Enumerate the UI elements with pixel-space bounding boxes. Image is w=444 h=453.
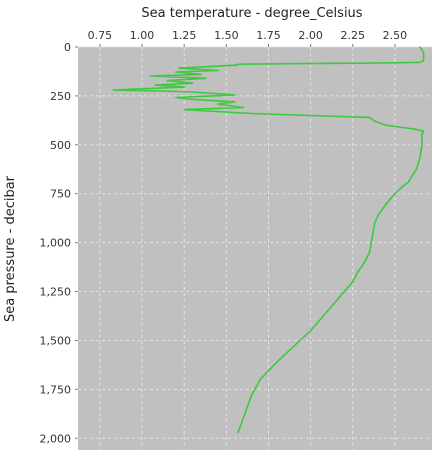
y-axis-ticks: 0 250 500 750 1,000 1,250 1,500 1,750 2,000 — [40, 41, 78, 445]
data-point — [233, 94, 236, 96]
data-point — [149, 75, 152, 77]
data-point — [205, 77, 207, 80]
y-tick-label: 1,750 — [40, 383, 72, 396]
y-tick-label: 250 — [50, 90, 71, 103]
data-point — [402, 61, 405, 64]
data-point — [309, 114, 312, 117]
data-point — [154, 84, 157, 86]
data-point — [259, 378, 261, 381]
data-point — [191, 91, 194, 93]
data-point — [200, 73, 202, 76]
data-point — [419, 61, 422, 64]
x-tick-label: 2.00 — [298, 29, 323, 42]
data-point — [191, 98, 194, 101]
x-tick-label: 1.50 — [214, 29, 239, 42]
data-point — [377, 214, 379, 217]
data-point — [357, 271, 359, 273]
data-point — [422, 130, 425, 132]
data-point — [242, 106, 244, 109]
data-point — [276, 361, 278, 363]
data-point — [385, 124, 388, 127]
data-point — [335, 300, 337, 303]
data-point — [368, 251, 371, 254]
x-tick-label: 1.75 — [256, 29, 281, 42]
data-point — [178, 67, 180, 69]
data-point — [309, 329, 312, 332]
data-point — [416, 167, 418, 170]
data-point — [402, 185, 405, 187]
data-point — [237, 431, 239, 434]
y-tick-label: 1,000 — [40, 237, 72, 250]
data-point — [351, 280, 354, 283]
x-tick-label: 1.00 — [130, 29, 155, 42]
data-point — [174, 71, 177, 73]
data-point — [112, 89, 115, 91]
y-tick-label: 1,250 — [40, 286, 72, 299]
data-point — [318, 320, 320, 322]
data-point — [233, 64, 236, 66]
data-point — [368, 116, 371, 119]
data-point — [301, 62, 304, 65]
data-point — [208, 65, 211, 68]
data-point — [292, 345, 295, 348]
data-point — [370, 241, 373, 244]
data-point — [217, 110, 219, 113]
data-point — [421, 134, 423, 136]
data-point — [363, 261, 366, 263]
y-tick-label: 1,500 — [40, 334, 72, 347]
data-point — [250, 394, 253, 397]
data-point — [233, 100, 236, 103]
data-point — [326, 310, 329, 312]
data-point — [174, 96, 177, 99]
plot-area — [78, 46, 432, 450]
data-point — [422, 59, 425, 62]
data-point — [239, 63, 241, 66]
data-point — [360, 62, 363, 65]
data-point — [250, 112, 253, 115]
data-point — [394, 192, 396, 195]
data-point — [217, 69, 219, 72]
data-point — [422, 52, 425, 54]
x-tick-label: 2.25 — [341, 29, 366, 42]
x-tick-label: 2.50 — [383, 29, 408, 42]
x-tick-label: 0.75 — [88, 29, 113, 42]
y-tick-label: 0 — [64, 41, 71, 54]
data-point — [372, 232, 374, 234]
series-layer — [112, 46, 425, 434]
y-tick-label: 750 — [50, 188, 71, 201]
data-point — [421, 144, 423, 146]
y-tick-label: 500 — [50, 139, 71, 152]
data-point — [183, 86, 185, 88]
series-line — [112, 46, 425, 433]
data-point — [407, 181, 410, 183]
data-point — [166, 79, 169, 82]
data-point — [373, 222, 376, 224]
data-point — [385, 202, 388, 205]
y-axis-title: Sea pressure - decibar — [3, 175, 18, 322]
x-axis-ticks: 0.75 1.00 1.25 1.50 1.75 2.00 2.25 2.50 — [88, 29, 408, 47]
data-point — [217, 103, 219, 105]
y-tick-label: 2,000 — [40, 432, 72, 445]
data-point — [414, 128, 416, 130]
data-point — [373, 120, 376, 123]
x-tick-label: 1.25 — [172, 29, 197, 42]
data-point — [183, 108, 185, 111]
data-point — [191, 82, 194, 84]
x-axis-title: Sea temperature - degree_Celsius — [141, 6, 362, 21]
data-point — [161, 90, 164, 92]
data-point — [419, 46, 422, 48]
data-point — [343, 290, 346, 293]
data-point — [419, 155, 422, 158]
